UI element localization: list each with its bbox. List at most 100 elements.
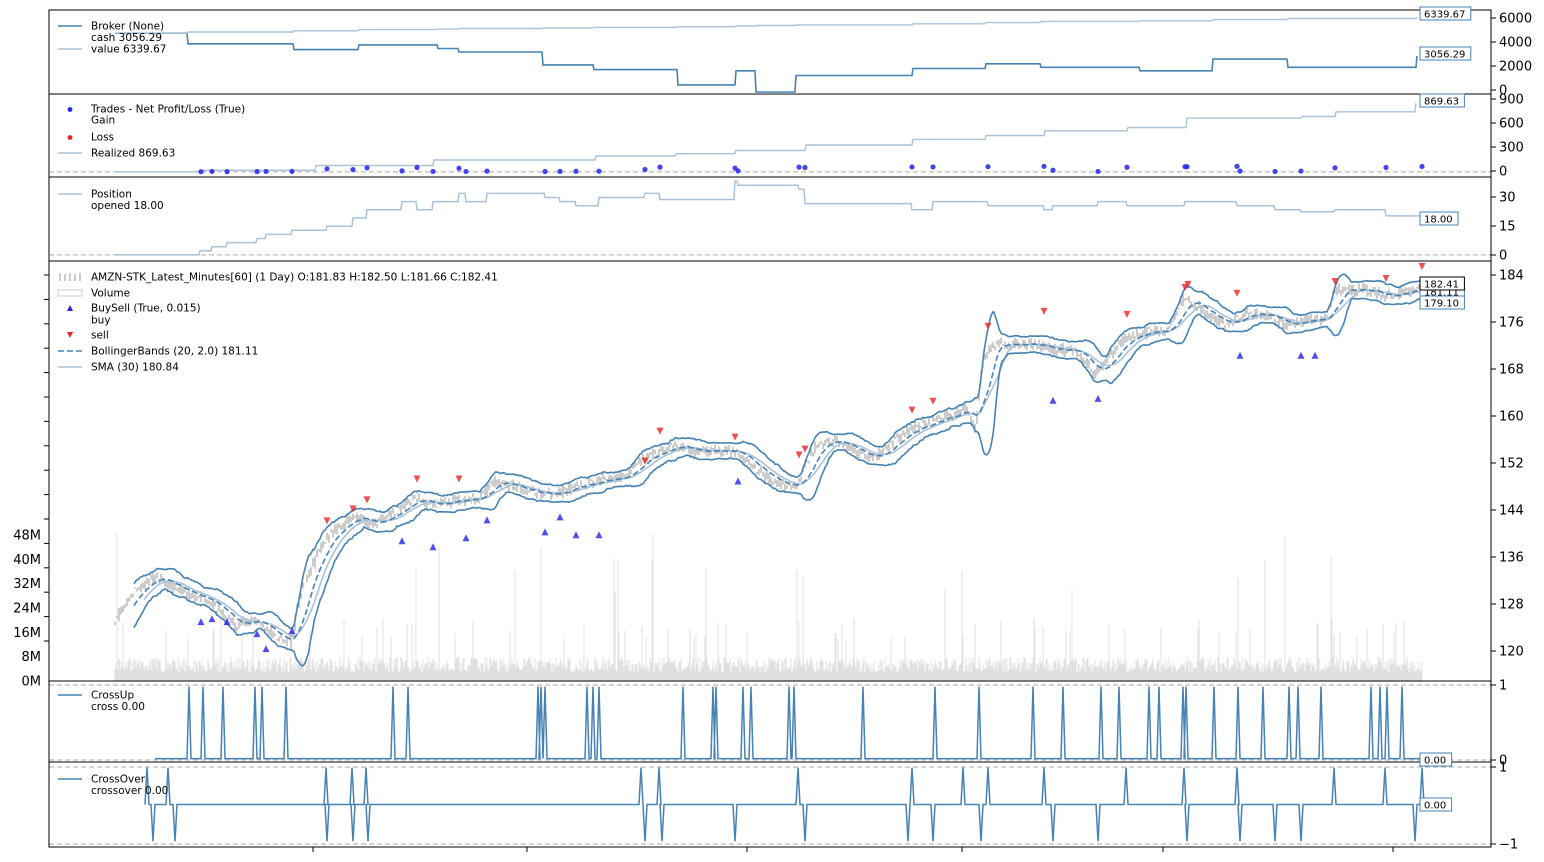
volume-bar [928,670,930,681]
volume-bar [511,657,513,681]
volume-bar [125,661,127,681]
volume-bar [549,658,551,681]
volume-bar [810,657,812,681]
volume-bar [610,664,612,681]
volume-bar [893,665,895,681]
volume-bar [1309,658,1311,681]
volume-bar [1192,662,1194,681]
volume-bar [940,661,942,681]
volume-bar [360,660,362,681]
volume-bar [398,672,400,681]
volume-bar [138,659,140,681]
volume-bar [609,666,611,681]
volume-bar [841,623,843,681]
volume-bar [917,669,919,681]
volume-bar [335,666,337,681]
signal-markers [197,163,1426,653]
volume-bar [449,670,451,681]
volume-bar [652,534,654,681]
y-tick-label: 184 [1499,269,1524,284]
volume-bar [921,665,923,681]
volume-bar [942,669,944,681]
volume-bar [229,662,231,681]
volume-bar [934,659,936,681]
volume-bar [1136,661,1138,681]
volume-bar [562,662,564,681]
y-tick-label: 120 [1499,645,1524,660]
volume-bar [1115,663,1117,681]
volume-bar [505,668,507,681]
volume-bar [1364,662,1366,681]
volume-bar [760,667,762,681]
volume-bar [671,662,673,681]
volume-bar [959,664,961,681]
volume-bar [636,664,638,681]
volume-bar [1165,669,1167,681]
volume-bar [1073,662,1075,681]
legend-entry: Loss [91,132,114,144]
volume-bar [1321,669,1323,681]
volume-bar [1094,659,1096,681]
volume-bar [380,660,382,681]
gain-point [930,164,936,170]
volume-bar [1039,657,1041,681]
volume-bar [203,665,205,681]
volume-bar [1255,662,1257,681]
volume-bar [268,659,270,681]
volume-bar [704,636,706,681]
volume-bar [177,657,179,681]
volume-bar [243,660,245,681]
volume-bar [1171,671,1173,681]
volume-bar [311,659,313,681]
volume-bar [1082,657,1084,681]
volume-bar [859,671,861,681]
volume-bar [676,666,678,681]
volume-bar [528,657,530,681]
volume-bar [1330,556,1332,681]
volume-bar [733,662,735,681]
volume-bar [175,668,177,681]
volume-bar [1116,668,1118,681]
volume-bar [198,660,200,681]
volume-bar [1127,668,1129,681]
volume-bar [368,660,370,681]
y-tick-label: 136 [1499,551,1524,566]
volume-bar [503,665,505,681]
volume-bar [134,660,136,681]
volume-bar [1310,670,1312,681]
volume-bar [1189,660,1191,681]
buy-marker [429,543,437,551]
volume-bar [1120,659,1122,681]
legend-entry: SMA (30) 180.84 [91,362,179,374]
buy-marker [1049,396,1057,404]
volume-bar [1342,659,1344,681]
volume-bar [539,661,541,681]
volume-bar [914,661,916,681]
volume-bar [1249,629,1251,681]
volume-bar [501,666,503,681]
volume-bar [1003,659,1005,681]
volume-bar [538,662,540,681]
volume-bars [114,532,1423,681]
volume-bar [220,618,222,681]
volume-bar [1110,671,1112,681]
volume-bar [567,657,569,681]
volume-bar [1213,664,1215,681]
volume-bar [552,663,554,681]
volume-bar [435,662,437,681]
volume-bar [978,658,980,681]
volume-bar [1381,666,1383,681]
volume-bar [905,663,907,681]
volume-bar [471,657,473,681]
sell-marker [363,496,371,504]
volume-bar [839,659,841,681]
volume-bar [418,666,420,681]
volume-bar [544,667,546,681]
volume-bar [354,664,356,681]
volume-bar [815,669,817,681]
volume-bar [1316,624,1318,681]
volume-bar [849,660,851,681]
volume-bar [1266,664,1268,681]
volume-bar [553,663,555,681]
volume-bar [1371,663,1373,681]
